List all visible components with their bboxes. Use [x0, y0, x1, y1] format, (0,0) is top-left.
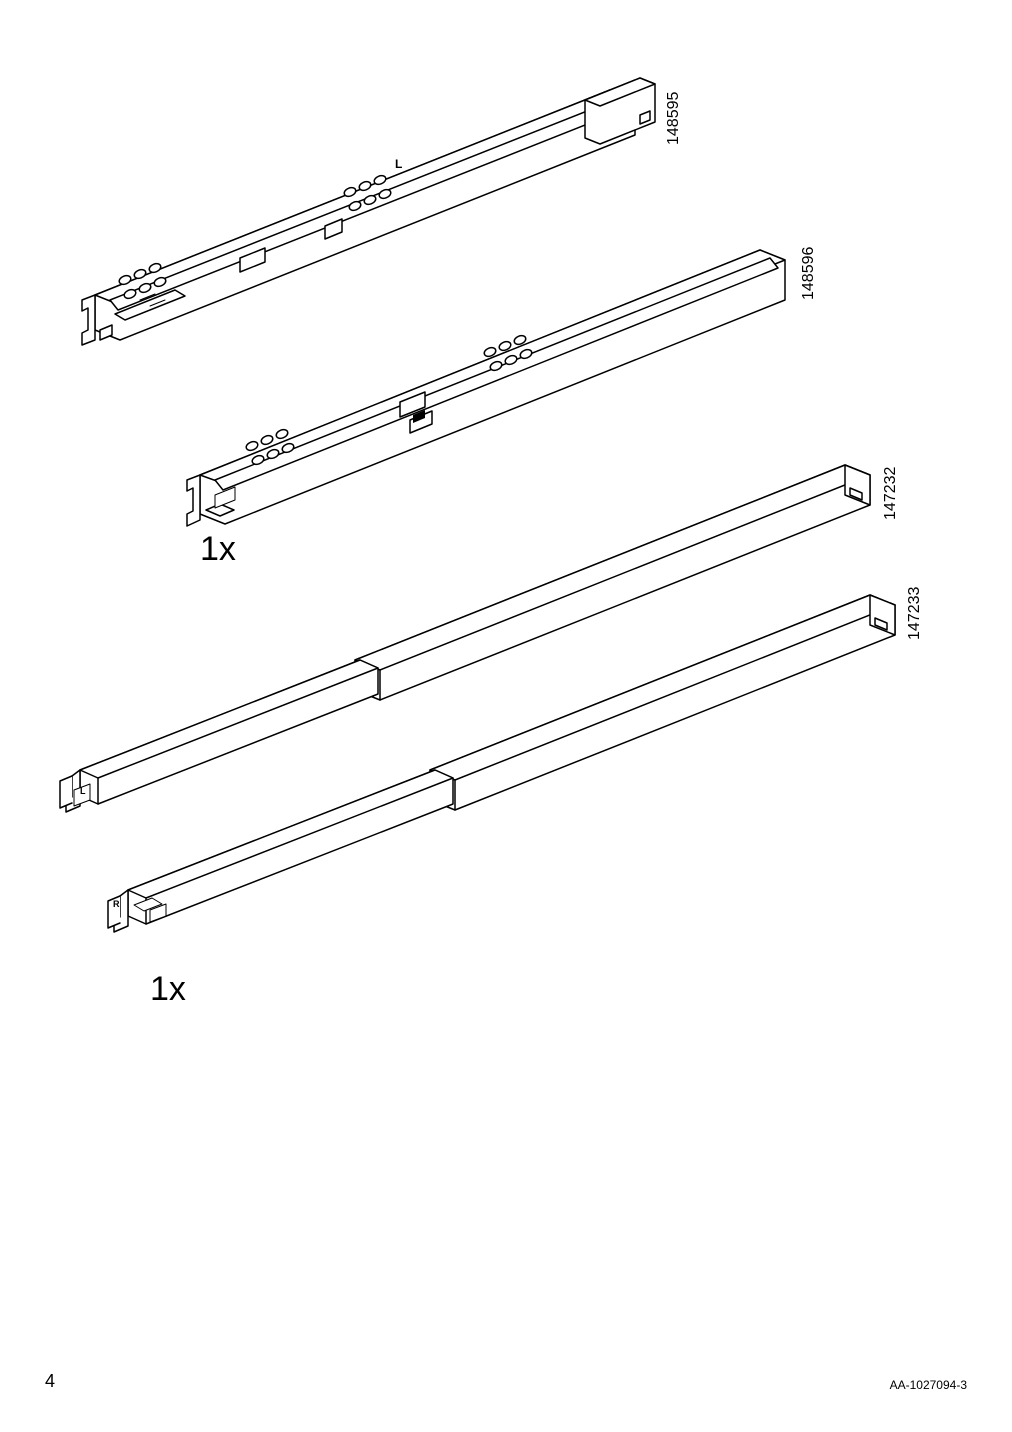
part-148595: L	[82, 78, 655, 345]
svg-text:R: R	[113, 899, 120, 909]
page-container: L	[0, 0, 1012, 1432]
svg-text:L: L	[80, 786, 86, 796]
label-part-147232: 147232	[882, 467, 900, 520]
label-part-147233: 147233	[906, 587, 924, 640]
label-part-148595: 148595	[665, 92, 683, 145]
label-part-148596: 148596	[800, 247, 818, 300]
document-id: AA-1027094-3	[890, 1378, 967, 1392]
quantity-bottom-pair: 1x	[150, 970, 186, 1009]
part-148596	[187, 250, 785, 526]
page-number: 4	[45, 1371, 55, 1392]
quantity-top-pair: 1x	[200, 530, 236, 569]
svg-text:L: L	[395, 157, 402, 171]
diagram-svg: L	[0, 0, 1012, 1432]
